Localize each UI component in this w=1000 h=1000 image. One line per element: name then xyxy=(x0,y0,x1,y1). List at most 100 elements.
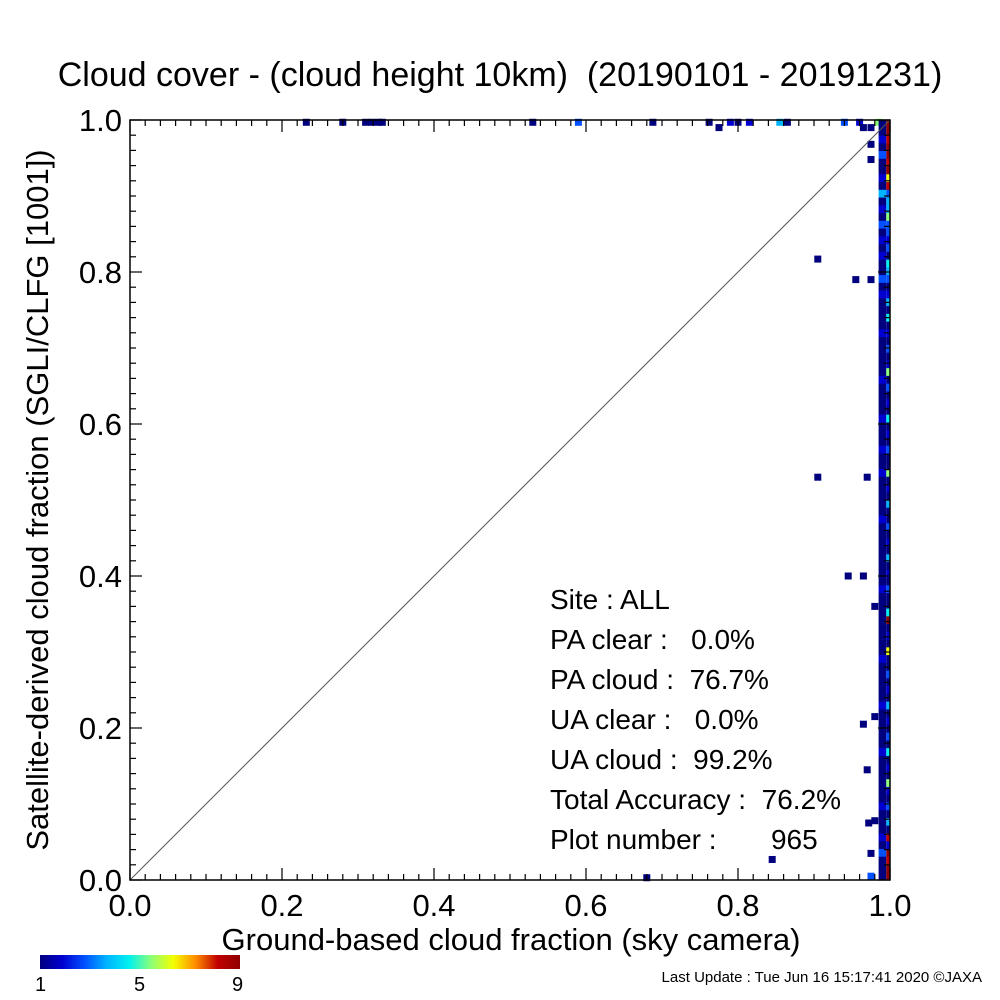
data-point xyxy=(867,872,875,880)
data-point-column-cell xyxy=(878,220,887,229)
data-point-column-cell xyxy=(886,507,890,516)
data-point-column-cell xyxy=(878,158,887,167)
data-point-column-cell xyxy=(886,786,890,795)
data-point-column-cell xyxy=(886,275,890,284)
data-point-column-cell xyxy=(878,693,887,702)
data-point-column-cell xyxy=(878,709,887,718)
data-point-column-cell xyxy=(886,538,890,547)
data-point-column-cell xyxy=(878,492,887,501)
data-point-column-cell xyxy=(886,500,890,509)
data-point-column-cell xyxy=(878,251,887,260)
data-point-column-cell xyxy=(886,344,890,353)
data-point-column-cell xyxy=(886,158,890,167)
x-tick-label: 0.6 xyxy=(564,888,607,923)
data-point-column-cell xyxy=(886,135,890,144)
y-tick-label: 1.0 xyxy=(79,103,122,138)
data-point-column-cell xyxy=(886,306,890,315)
data-point-column-cell xyxy=(878,786,887,795)
data-point-column-cell xyxy=(878,461,887,470)
data-point-column-cell xyxy=(878,468,887,478)
x-tick-label: 0.4 xyxy=(412,888,455,923)
data-point-column-cell xyxy=(886,445,890,454)
data-point-column-cell xyxy=(886,577,890,586)
data-point xyxy=(649,118,657,126)
data-point-column-cell xyxy=(878,213,887,222)
data-point-column-cell xyxy=(886,329,890,338)
x-tick-label: 0.2 xyxy=(260,888,303,923)
data-point-column-cell xyxy=(878,383,887,392)
data-point xyxy=(871,817,879,825)
data-point-column-cell xyxy=(878,120,887,129)
x-tick-label: 0.8 xyxy=(716,888,759,923)
data-point-column-cell xyxy=(886,748,890,757)
data-point xyxy=(871,602,879,610)
data-point-column-cell xyxy=(878,236,887,245)
data-point-column-cell xyxy=(886,453,890,462)
data-point-column-cell xyxy=(878,507,887,516)
data-point-column-cell xyxy=(878,740,887,749)
data-point-column-cell xyxy=(878,414,887,423)
data-point xyxy=(378,118,386,126)
colorbar-min-label: 1 xyxy=(35,974,47,996)
data-point xyxy=(705,118,713,126)
data-point-column-cell xyxy=(878,624,887,633)
data-point-column-cell xyxy=(878,833,887,842)
data-point xyxy=(726,118,734,126)
data-point-column-cell xyxy=(886,182,890,191)
data-point-column-cell xyxy=(878,298,887,307)
data-point-column-cell xyxy=(878,406,887,415)
data-point-column-cell xyxy=(878,794,887,803)
colorbar-mid-label: 5 xyxy=(134,974,146,996)
data-point-column-cell xyxy=(878,562,887,571)
data-point xyxy=(783,118,791,126)
data-point-column-cell xyxy=(886,864,890,873)
data-point-column-cell xyxy=(878,701,887,710)
data-point-column-cell xyxy=(886,833,890,842)
x-tick-label: 1.0 xyxy=(868,888,911,923)
data-point-column-cell xyxy=(878,748,887,757)
data-point-column-cell xyxy=(886,740,890,749)
data-point-column-cell xyxy=(878,515,887,524)
axis-ticks: 0.0 0.2 0.4 0.6 0.8 1.0 0.0 0.2 0.4 0.6 0.8 1.0 xyxy=(79,103,912,923)
data-point-column-cell xyxy=(878,856,887,865)
data-point-column-cell xyxy=(878,306,887,315)
data-point xyxy=(865,819,873,827)
data-point xyxy=(368,118,376,126)
data-point-column-cell xyxy=(886,228,890,237)
data-point-column-cell xyxy=(886,763,890,772)
data-point-column-cell xyxy=(878,546,887,555)
y-tick-label: 0.6 xyxy=(79,407,122,442)
data-point xyxy=(715,124,723,132)
data-point-column-cell xyxy=(886,151,890,160)
data-point xyxy=(776,118,784,126)
data-point-column-cell xyxy=(878,724,887,733)
data-point-column-cell xyxy=(886,213,890,222)
data-point xyxy=(867,849,875,857)
data-point-column-cell xyxy=(886,414,890,423)
data-point-column-cell xyxy=(886,406,890,415)
y-tick-label: 0.8 xyxy=(79,255,122,290)
data-point-column-cell xyxy=(886,794,890,803)
data-point xyxy=(302,118,310,126)
data-point xyxy=(859,720,867,728)
data-point-column-cell xyxy=(886,825,890,834)
data-point-column-cell xyxy=(886,236,890,245)
data-point-column-cell xyxy=(878,244,887,253)
data-point-column-cell xyxy=(878,872,887,881)
data-point-column-cell xyxy=(886,531,890,540)
data-point-column-cell xyxy=(878,647,887,656)
data-point-column-cell xyxy=(878,445,887,454)
data-point-column-cell xyxy=(878,616,887,625)
data-point-column-cell xyxy=(886,166,890,175)
data-point-column-cell xyxy=(878,600,887,609)
data-point-column-cell xyxy=(886,259,890,268)
data-point-column-cell xyxy=(886,585,890,594)
data-point xyxy=(863,766,871,774)
data-point-column-cell xyxy=(878,523,887,532)
data-point-column-cell xyxy=(878,569,887,578)
data-point-column-cell xyxy=(878,360,887,369)
data-point-column-cell xyxy=(886,461,890,470)
last-update-footer: Last Update : Tue Jun 16 15:17:41 2020 ©… xyxy=(661,969,982,986)
data-point-column-cell xyxy=(878,631,887,640)
data-point-column-cell xyxy=(886,670,890,679)
